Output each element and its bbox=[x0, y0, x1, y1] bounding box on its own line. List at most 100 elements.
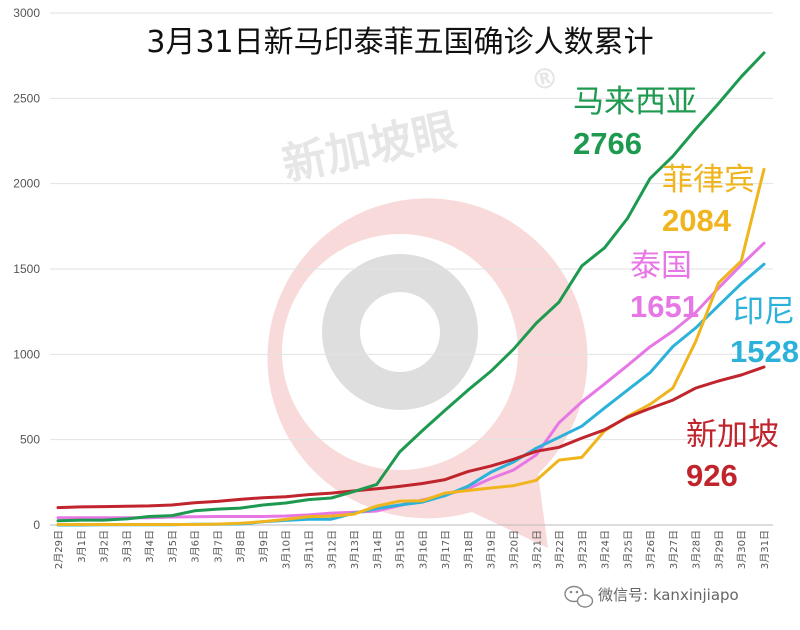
data-point bbox=[284, 495, 287, 498]
data-point bbox=[535, 479, 538, 482]
data-point bbox=[125, 517, 128, 521]
x-tick-label: 3月12日 bbox=[326, 530, 338, 569]
data-point bbox=[330, 496, 333, 500]
x-tick-label: 3月2日 bbox=[99, 530, 111, 563]
data-point bbox=[740, 373, 743, 377]
data-point bbox=[580, 264, 583, 268]
data-point bbox=[261, 515, 265, 518]
x-tick-label: 3月26日 bbox=[645, 530, 657, 569]
x-axis: 2月29日 3月1日 3月2日 3月3日 3月4日 3月5日 3月6日 3月7日 3月8日 3月9… bbox=[53, 530, 771, 569]
data-point bbox=[466, 489, 470, 492]
series-line bbox=[56, 167, 766, 526]
data-point bbox=[489, 486, 492, 490]
data-point bbox=[147, 504, 151, 508]
data-point bbox=[535, 447, 538, 450]
data-point bbox=[648, 177, 652, 180]
x-tick-label: 3月25日 bbox=[622, 530, 634, 569]
x-tick-label: 3月14日 bbox=[372, 530, 384, 569]
data-point bbox=[580, 425, 583, 428]
data-point bbox=[79, 523, 83, 526]
data-point bbox=[466, 389, 470, 392]
series-name-indonesia: 印尼 bbox=[733, 294, 795, 330]
data-point bbox=[603, 246, 606, 249]
x-tick-label: 3月11日 bbox=[304, 530, 316, 569]
series-value-indonesia: 1528 bbox=[730, 334, 799, 369]
y-axis: 0 500 1000 1500 2000 2500 3000 bbox=[13, 6, 40, 532]
data-point bbox=[603, 406, 606, 410]
x-tick-label: 3月8日 bbox=[235, 530, 247, 563]
data-point bbox=[170, 503, 174, 507]
data-point bbox=[512, 348, 515, 351]
watermark-lens-inner bbox=[360, 292, 440, 372]
series-value-thailand: 1651 bbox=[630, 289, 699, 324]
data-point bbox=[56, 519, 60, 522]
x-tick-label: 3月29日 bbox=[713, 530, 725, 569]
data-point bbox=[398, 499, 401, 503]
x-tick-label: 3月19日 bbox=[486, 530, 498, 569]
data-point bbox=[648, 371, 652, 374]
data-point bbox=[239, 522, 242, 525]
data-point bbox=[307, 515, 310, 518]
data-point bbox=[170, 523, 174, 526]
data-point bbox=[740, 259, 743, 263]
data-point bbox=[648, 407, 652, 410]
data-point bbox=[444, 408, 447, 412]
data-point bbox=[694, 127, 697, 131]
series-value-philippines: 2084 bbox=[662, 203, 732, 238]
data-point bbox=[170, 514, 174, 517]
data-point bbox=[603, 428, 606, 431]
y-tick-label: 2000 bbox=[13, 177, 40, 191]
y-tick-label: 3000 bbox=[13, 6, 40, 20]
series-value-singapore: 926 bbox=[686, 458, 738, 493]
x-tick-label: 3月6日 bbox=[190, 530, 202, 563]
data-point bbox=[740, 282, 743, 285]
series-name-singapore: 新加坡 bbox=[686, 417, 779, 453]
y-tick-label: 2500 bbox=[13, 91, 40, 105]
data-point bbox=[147, 515, 151, 518]
data-point bbox=[56, 523, 60, 526]
data-point bbox=[671, 398, 675, 402]
watermark: 新加坡眼 ® bbox=[267, 60, 588, 548]
data-point bbox=[717, 281, 720, 285]
data-point bbox=[398, 503, 401, 507]
data-point bbox=[648, 403, 652, 406]
data-point bbox=[330, 518, 333, 521]
x-tick-label: 3月5日 bbox=[167, 530, 179, 563]
y-tick-label: 1000 bbox=[13, 347, 40, 361]
data-point bbox=[580, 400, 583, 404]
data-point bbox=[398, 450, 401, 454]
data-point bbox=[717, 304, 720, 307]
series-name-malaysia: 马来西亚 bbox=[573, 84, 697, 120]
y-tick-label: 0 bbox=[33, 518, 40, 532]
data-point bbox=[421, 482, 424, 485]
data-point bbox=[762, 168, 766, 171]
data-point bbox=[694, 386, 697, 390]
data-point bbox=[512, 468, 515, 472]
data-point bbox=[307, 493, 310, 496]
wechat-icon bbox=[564, 585, 594, 608]
data-point bbox=[489, 477, 492, 480]
data-point bbox=[375, 504, 378, 508]
data-point bbox=[307, 498, 310, 501]
data-point bbox=[375, 483, 378, 486]
x-tick-label: 3月24日 bbox=[600, 530, 612, 569]
series-label-singapore: 新加坡 926 bbox=[686, 417, 779, 493]
data-point bbox=[102, 505, 105, 508]
data-point bbox=[694, 311, 697, 314]
data-point bbox=[56, 516, 60, 519]
data-point bbox=[216, 500, 219, 503]
data-point bbox=[147, 523, 151, 526]
data-point bbox=[102, 516, 105, 519]
data-point bbox=[261, 496, 265, 499]
x-tick-label: 3月18日 bbox=[463, 530, 475, 569]
data-point bbox=[56, 506, 60, 509]
x-tick-label: 3月22日 bbox=[554, 530, 566, 569]
data-point bbox=[557, 446, 561, 449]
series-name-philippines: 菲律宾 bbox=[662, 162, 755, 198]
data-point bbox=[535, 321, 538, 325]
data-point bbox=[717, 379, 720, 383]
series-label-malaysia: 马来西亚 2766 bbox=[573, 84, 697, 161]
data-point bbox=[626, 364, 629, 367]
data-point bbox=[512, 460, 515, 464]
data-point bbox=[330, 491, 333, 495]
